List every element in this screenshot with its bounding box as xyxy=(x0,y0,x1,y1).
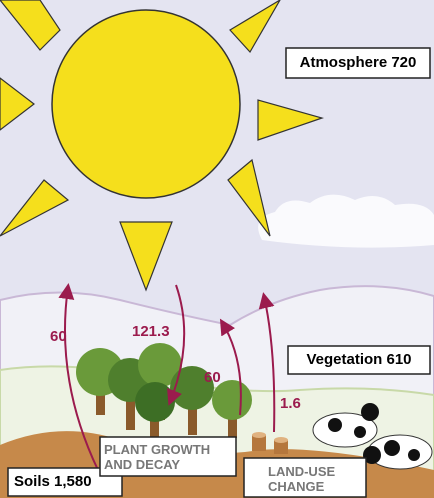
land-use-label: LAND-USE xyxy=(268,464,335,479)
flow-label: 121.3 xyxy=(132,323,170,340)
vegetation-label: Vegetation 610 xyxy=(306,351,411,368)
land-use-label: CHANGE xyxy=(268,479,325,494)
plant-growth-label: PLANT GROWTH xyxy=(104,442,210,457)
flow-label: 60 xyxy=(50,328,67,345)
plant-growth-label: AND DECAY xyxy=(104,457,180,472)
soils-label: Soils 1,580 xyxy=(14,473,92,490)
flow-label: 60 xyxy=(204,369,221,386)
atmosphere-label: Atmosphere 720 xyxy=(300,54,417,71)
flow-label: 1.6 xyxy=(280,395,301,412)
carbon-cycle-diagram: 60 121.3 60 1.6 Atmosphere 720 Vegetatio… xyxy=(0,0,434,498)
